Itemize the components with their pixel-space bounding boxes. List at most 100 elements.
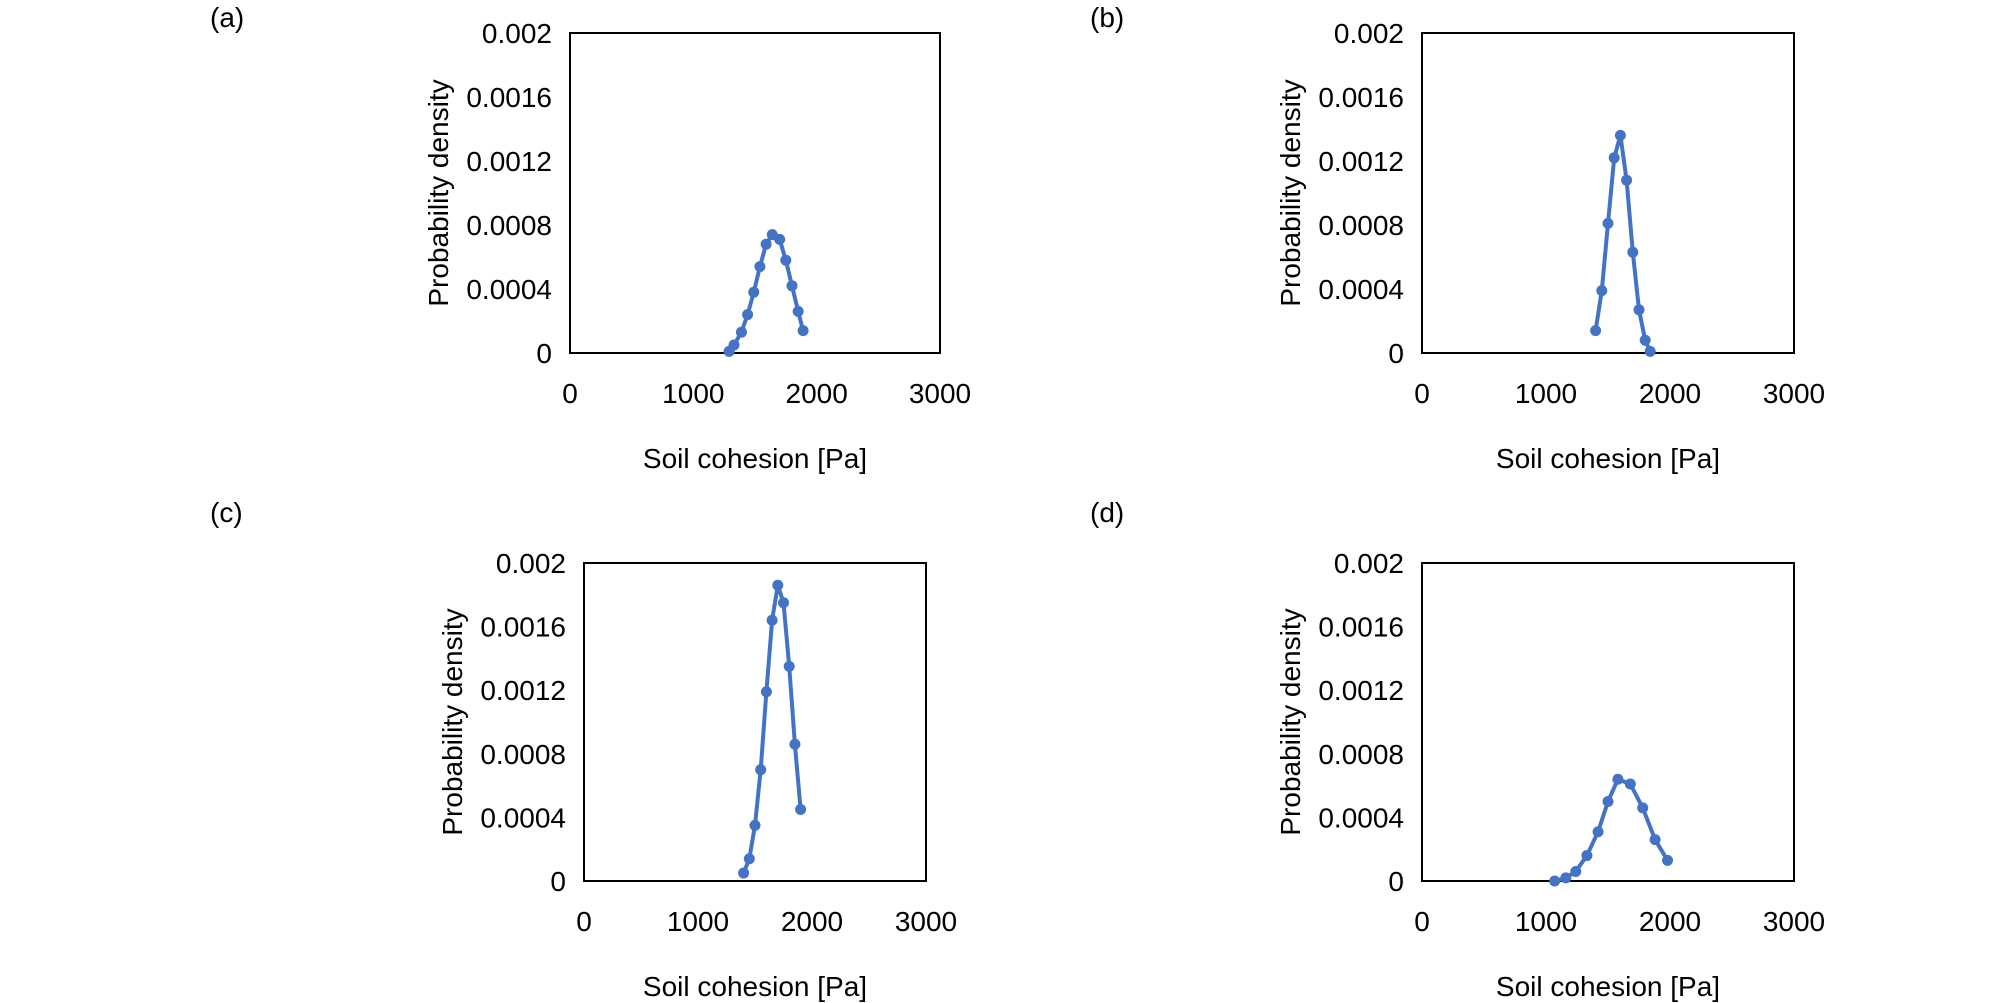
y-tick-label: 0.0008 <box>466 210 552 241</box>
y-tick-label: 0.0004 <box>1318 274 1404 305</box>
y-tick-label: 0.0016 <box>1318 82 1404 113</box>
data-point <box>1602 796 1614 807</box>
chart-svg: 0 0.0004 0.0008 0.0012 0.0016 0.002 0 1000 2000 3… <box>423 18 971 474</box>
panel-label: (d) <box>1090 497 1125 528</box>
data-point <box>1621 174 1633 186</box>
chart-svg: 0 0.0004 0.0008 0.0012 0.0016 0.002 0 1000 2000 3… <box>1275 548 1825 1002</box>
data-point <box>743 853 755 865</box>
y-tick-label: 0 <box>536 338 552 369</box>
data-point <box>795 803 807 815</box>
data-point <box>1649 834 1661 846</box>
data-point <box>783 660 795 672</box>
y-tick-label: 0.0012 <box>1318 675 1404 706</box>
data-point <box>789 738 801 750</box>
data-point <box>1570 865 1582 877</box>
panel-label: (b) <box>1090 2 1125 33</box>
data-point <box>1612 773 1624 785</box>
x-tick-label: 3000 <box>909 378 971 409</box>
y-tick-label: 0.0008 <box>1318 739 1404 770</box>
chart-svg: 0 0.0004 0.0008 0.0012 0.0016 0.002 0 1000 2000 3… <box>437 548 957 1002</box>
chart-panel-b: (b) 0 0.0004 0.0008 0.0012 0.0016 0.002 0 1000 2… <box>1090 0 2008 500</box>
x-axis-title: Soil cohesion [Pa] <box>643 443 867 474</box>
x-tick-label: 0 <box>1414 906 1430 937</box>
plot-area <box>1421 562 1795 882</box>
series-line <box>1593 133 1652 353</box>
y-tick-label: 0.0016 <box>1318 612 1404 643</box>
data-point <box>1614 129 1626 141</box>
y-axis-title: Probability density <box>1275 608 1306 835</box>
y-tick-label: 0 <box>1388 866 1404 897</box>
panel-label: (a) <box>210 2 245 33</box>
y-tick-label: 0.002 <box>496 548 566 579</box>
y-tick-label: 0.002 <box>482 18 552 49</box>
y-axis-title: Probability density <box>1275 79 1306 306</box>
x-tick-label: 1000 <box>1515 906 1577 937</box>
data-point <box>1581 850 1593 862</box>
x-tick-label: 3000 <box>1763 378 1825 409</box>
data-point <box>742 309 754 321</box>
chart-svg: 0 0.0004 0.0008 0.0012 0.0016 0.002 0 1000 2000 3… <box>1275 18 1825 474</box>
data-point <box>1639 334 1651 346</box>
data-point <box>1608 152 1620 164</box>
data-point <box>749 819 761 831</box>
data-point <box>754 261 766 273</box>
y-tick-label: 0.0008 <box>480 739 566 770</box>
chart-panel-d: (d) 0 0.0004 0.0008 0.0012 0.0016 0.002 0 1000 2… <box>1090 495 2008 1002</box>
chart-panel-c: (c) 0 0.0004 0.0008 0.0012 0.0016 0.002 0 1000 2… <box>210 495 1190 1002</box>
data-point <box>738 867 750 879</box>
x-tick-label: 1000 <box>667 906 729 937</box>
data-point <box>728 339 740 351</box>
data-point <box>1602 217 1614 229</box>
data-point <box>780 254 792 266</box>
y-tick-label: 0 <box>550 866 566 897</box>
x-tick-label: 0 <box>1414 378 1430 409</box>
x-tick-label: 2000 <box>1639 906 1701 937</box>
x-tick-label: 2000 <box>786 378 848 409</box>
y-tick-label: 0.002 <box>1334 18 1404 49</box>
x-tick-label: 1000 <box>1515 378 1577 409</box>
y-tick-label: 0.0016 <box>466 82 552 113</box>
data-point <box>1637 802 1649 814</box>
data-point <box>1592 826 1604 838</box>
x-tick-label: 0 <box>562 378 578 409</box>
data-point <box>1549 875 1561 887</box>
data-point <box>797 325 809 337</box>
x-tick-label: 3000 <box>1763 906 1825 937</box>
y-tick-label: 0.0004 <box>1318 802 1404 833</box>
y-tick-label: 0 <box>1388 338 1404 369</box>
y-tick-label: 0.0012 <box>1318 146 1404 177</box>
data-point <box>792 305 804 317</box>
y-axis-title: Probability density <box>437 608 468 835</box>
data-point <box>760 238 772 250</box>
data-point <box>755 764 767 776</box>
data-point <box>735 326 747 338</box>
x-axis-title: Soil cohesion [Pa] <box>1496 971 1720 1002</box>
x-tick-label: 0 <box>576 906 592 937</box>
x-axis-title: Soil cohesion [Pa] <box>643 971 867 1002</box>
data-point <box>1590 325 1602 337</box>
y-tick-label: 0.0004 <box>480 802 566 833</box>
y-tick-label: 0.0004 <box>466 274 552 305</box>
data-point <box>778 597 789 609</box>
plot-area <box>1421 32 1795 354</box>
y-tick-label: 0.0016 <box>480 612 566 643</box>
data-point <box>766 614 778 626</box>
y-axis-title: Probability density <box>423 79 454 306</box>
plot-area <box>583 562 927 882</box>
y-tick-label: 0.0012 <box>480 675 566 706</box>
data-point <box>1633 304 1645 316</box>
data-point <box>1624 778 1636 790</box>
data-point <box>748 286 760 298</box>
y-tick-label: 0.0008 <box>1318 210 1404 241</box>
data-point <box>774 233 786 245</box>
data-point <box>1627 246 1639 258</box>
data-point <box>772 579 784 591</box>
y-tick-label: 0.002 <box>1334 548 1404 579</box>
data-point <box>1662 854 1674 866</box>
x-tick-label: 2000 <box>781 906 843 937</box>
x-axis-title: Soil cohesion [Pa] <box>1496 443 1720 474</box>
panel-label: (c) <box>210 497 243 528</box>
data-point <box>760 686 772 698</box>
y-tick-label: 0.0012 <box>466 146 552 177</box>
data-point <box>786 280 798 292</box>
